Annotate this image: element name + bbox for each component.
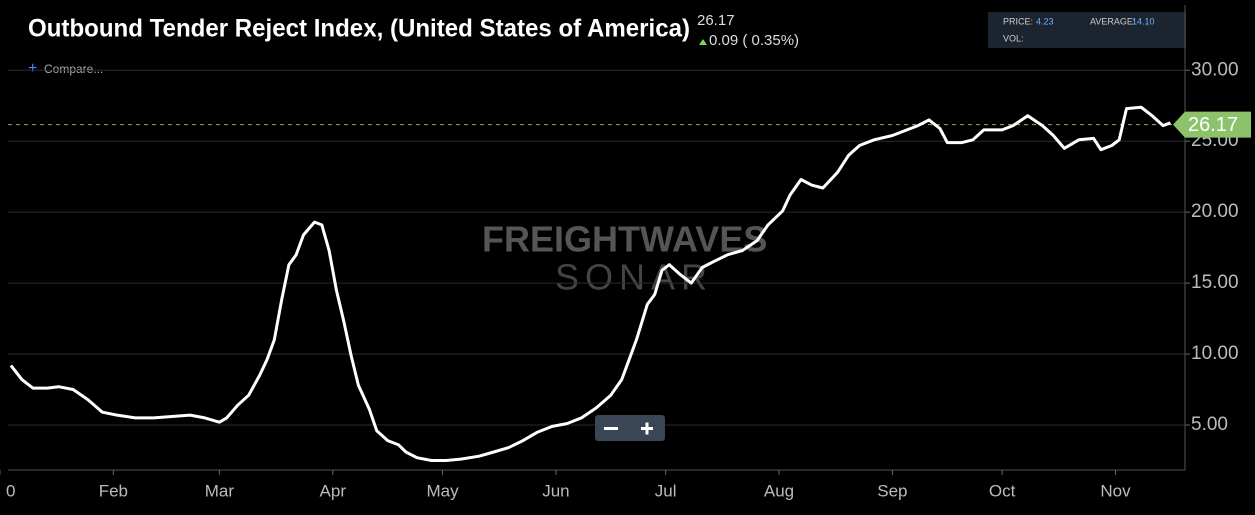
y-tick-label: 10.00 [1191,343,1239,364]
x-tick-label: Jul [655,481,677,500]
up-arrow [699,39,707,45]
x-tick-label: Oct [989,481,1016,500]
x-tick-label: Apr [320,481,347,500]
last-price: 26.17 [697,12,735,29]
price-tag-label: 26.17 [1188,114,1238,136]
x-tick-label: Mar [205,481,235,500]
watermark: SONAR [555,257,713,298]
zoom-in[interactable] [641,422,653,435]
price-tag [1173,111,1251,138]
y-tick-label: 20.00 [1191,201,1239,222]
y-tick-label: 15.00 [1191,272,1239,293]
plot-area [8,5,1185,470]
y-tick-label: 30.00 [1191,59,1239,80]
x-tick-label: Aug [764,481,794,500]
price-label: PRICE: [1003,16,1033,26]
info-box [988,12,1186,48]
average-label: AVERAGE: [1090,16,1135,26]
chart-title: Outbound Tender Reject Index, (United St… [28,15,690,43]
x-tick-label: Feb [99,481,128,500]
zoom-controls [595,415,665,441]
watermark: FREIGHTWAVES [482,219,767,260]
vol-label: VOL: [1003,33,1024,43]
price: 4.23 [1036,16,1054,26]
y-tick-label: 5.00 [1191,414,1228,435]
average: 14.10 [1132,16,1155,26]
compare-plus[interactable]: + [28,60,37,77]
x-tick-label: May [426,481,459,500]
series-line [9,105,1171,462]
x-tick-label: Nov [1100,481,1131,500]
zoom-out[interactable] [604,427,618,430]
x-tick-label: 0 [6,481,15,500]
x-tick-label: Jun [542,481,569,500]
x-tick-label: Sep [877,481,907,500]
change: 0.09 ( 0.35%) [709,32,799,49]
compare[interactable]: Compare... [44,62,103,76]
